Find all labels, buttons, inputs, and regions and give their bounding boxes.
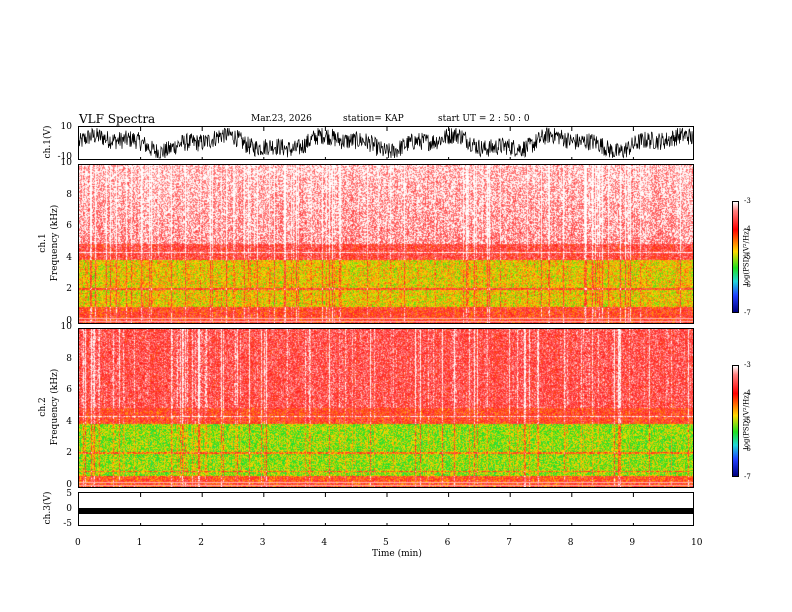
spec1-ytick-label: 10 [60, 158, 72, 168]
spec1-ytick-label: 2 [66, 284, 72, 295]
x-tick-label: 2 [198, 538, 204, 548]
ch1-colorbar-label: log(PSD)(V²/Hz) [742, 228, 751, 286]
colorbar2-tick-label: -5 [744, 417, 751, 425]
ch1-colorbar [732, 201, 739, 313]
ch2-spectrogram-panel [78, 328, 694, 488]
ch3-signal-band [79, 508, 693, 514]
colorbar1-tick-label: -7 [744, 309, 751, 317]
spec2-ytick-label: 8 [66, 353, 72, 364]
spec2-ytick-label: 2 [66, 448, 72, 459]
ch1-waveform-panel [78, 126, 694, 160]
colorbar1-tick-label: -6 [744, 281, 751, 289]
ch2-colorbar [732, 365, 739, 477]
ch2-spectrogram-heatmap [79, 329, 693, 487]
ch1-spec-ylabel-1: ch.1 [38, 233, 48, 253]
x-tick-label: 3 [259, 538, 266, 548]
ch2-colorbar-label: log(PSD)(V²/Hz) [742, 392, 751, 450]
spec2-ytick-label: 4 [66, 416, 72, 427]
ch3-plot [79, 493, 693, 525]
start-time-label: start UT = 2 : 50 : 0 [438, 114, 530, 124]
ch1-spec-ylabel-2: Frequency (kHz) [50, 204, 60, 282]
x-tick-label: 9 [629, 538, 636, 548]
ch1-ytick-top: 10 [60, 122, 72, 132]
x-tick-label: 5 [383, 538, 389, 548]
x-axis-label: Time (min) [372, 549, 422, 559]
colorbar1-tick-label: -4 [744, 225, 751, 233]
colorbar2-tick-label: -4 [744, 389, 751, 397]
x-tick-label: 6 [444, 538, 451, 548]
x-tick-label: 4 [321, 538, 328, 548]
colorbar2-tick-label: -3 [744, 361, 751, 369]
ch3-ytick-5: 5 [66, 489, 72, 499]
ch1-spectrogram-heatmap [79, 165, 693, 323]
ch3-ytick-neg5: -5 [63, 519, 72, 529]
spec2-ytick-label: 0 [66, 480, 72, 490]
ch1-ytick-bottom: -10 [57, 152, 73, 162]
spec1-ytick-label: 0 [66, 316, 72, 326]
colorbar1-tick-label: -3 [744, 197, 751, 205]
spec2-ytick-label: 6 [66, 385, 72, 396]
colorbar1-tick-label: -5 [744, 253, 751, 261]
ch1-ylabel: ch.1(V) [43, 125, 53, 159]
spec1-ytick-label: 6 [66, 221, 72, 232]
ch2-spec-ylabel-2: Frequency (kHz) [50, 368, 60, 446]
spec1-ytick-label: 4 [66, 252, 72, 263]
x-tick-label: 10 [691, 538, 703, 548]
date-label: Mar.23, 2026 [251, 114, 312, 124]
station-label: station= KAP [343, 114, 404, 124]
ch3-panel [78, 492, 694, 526]
x-tick-label: 7 [506, 538, 512, 548]
x-tick-label: 0 [75, 538, 81, 548]
ch3-ylabel: ch.3(V) [43, 491, 53, 525]
ch1-waveform-line [79, 127, 693, 159]
figure-title: VLF Spectra [79, 112, 156, 126]
colorbar2-tick-label: -7 [744, 473, 751, 481]
spec2-ytick-label: 10 [60, 322, 72, 332]
ch1-spectrogram-panel [78, 164, 694, 324]
ch2-spec-ylabel-1: ch.2 [38, 397, 48, 417]
x-tick-label: 1 [136, 538, 143, 548]
ch3-ytick-0: 0 [66, 504, 72, 514]
colorbar2-tick-label: -6 [744, 445, 751, 453]
spec1-ytick-label: 8 [66, 189, 72, 200]
x-tick-label: 8 [567, 538, 574, 548]
ch1-waveform-plot [79, 127, 693, 159]
